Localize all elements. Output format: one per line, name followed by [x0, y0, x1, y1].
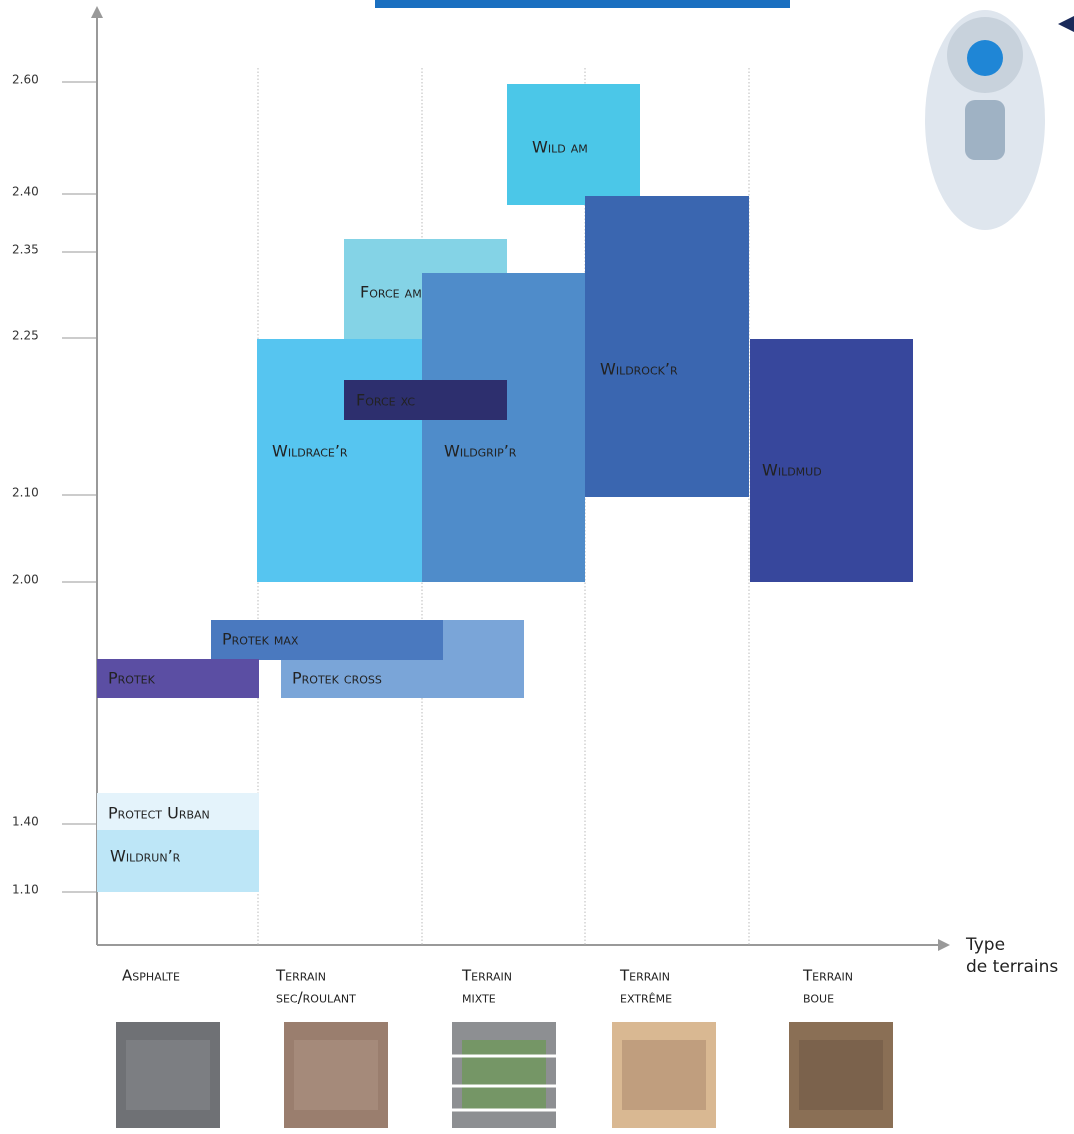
- banner-edge: [375, 0, 790, 8]
- terrain-photo-texture: [799, 1040, 883, 1110]
- terrain-photo-texture: [294, 1040, 378, 1110]
- tire-block: [750, 339, 913, 582]
- tire-label: Wildgrip’r: [444, 442, 517, 461]
- terrain-photo-texture: [462, 1040, 546, 1110]
- tire-block: [344, 380, 507, 420]
- tire-label: Wildrun’r: [110, 847, 181, 866]
- tire-block: [97, 793, 259, 830]
- tire-label: Protek cross: [292, 669, 382, 688]
- tire-block: [257, 339, 422, 582]
- terrain-label: extrême: [620, 989, 672, 1007]
- y-tick-label: 1.10: [12, 883, 39, 897]
- tire-label: Wildmud: [762, 461, 822, 480]
- y-tick-label: 2.40: [12, 185, 39, 199]
- tire-block: [422, 273, 585, 582]
- x-axis-arrow: [938, 939, 950, 951]
- terrain-label: Terrain: [802, 967, 853, 985]
- x-axis-title: Type: [965, 935, 1005, 955]
- terrain-photo-texture: [622, 1040, 706, 1110]
- y-tick-label: 2.35: [12, 243, 39, 257]
- terrain-label: boue: [803, 989, 834, 1007]
- y-tick-label: 1.40: [12, 815, 39, 829]
- y-tick-label: 2.00: [12, 573, 39, 587]
- tire-label: Protek max: [222, 630, 299, 649]
- terrain-label: Asphalte: [122, 967, 180, 985]
- y-axis-arrow: [91, 6, 103, 18]
- tire-block: [585, 196, 749, 497]
- terrain-label: Terrain: [461, 967, 512, 985]
- terrain-label: Terrain: [275, 967, 326, 985]
- tire-block: [211, 620, 443, 660]
- y-tick-label: 2.25: [12, 329, 39, 343]
- tire-label: Protek: [108, 669, 156, 688]
- arrow-icon: [1058, 16, 1074, 32]
- tire-label: Wildrock’r: [600, 360, 678, 379]
- terrain-label: Terrain: [619, 967, 670, 985]
- tire-block: [97, 830, 259, 892]
- tire-block: [507, 84, 640, 205]
- tire-label: Protect Urban: [108, 804, 210, 823]
- terrain-photo-texture: [126, 1040, 210, 1110]
- tire-label: Wild am: [532, 138, 588, 157]
- robot: [925, 10, 1045, 230]
- tire-label: Force xc: [356, 391, 415, 410]
- y-tick-label: 2.10: [12, 486, 39, 500]
- x-axis-title: de terrains: [966, 957, 1058, 977]
- tire-block: [97, 659, 259, 698]
- y-tick-label: 2.60: [12, 73, 39, 87]
- terrain-label: sec/roulant: [276, 989, 356, 1007]
- tire-label: Force am: [360, 283, 422, 302]
- terrain-label: mixte: [462, 989, 496, 1007]
- tire-label: Wildrace’r: [272, 442, 348, 461]
